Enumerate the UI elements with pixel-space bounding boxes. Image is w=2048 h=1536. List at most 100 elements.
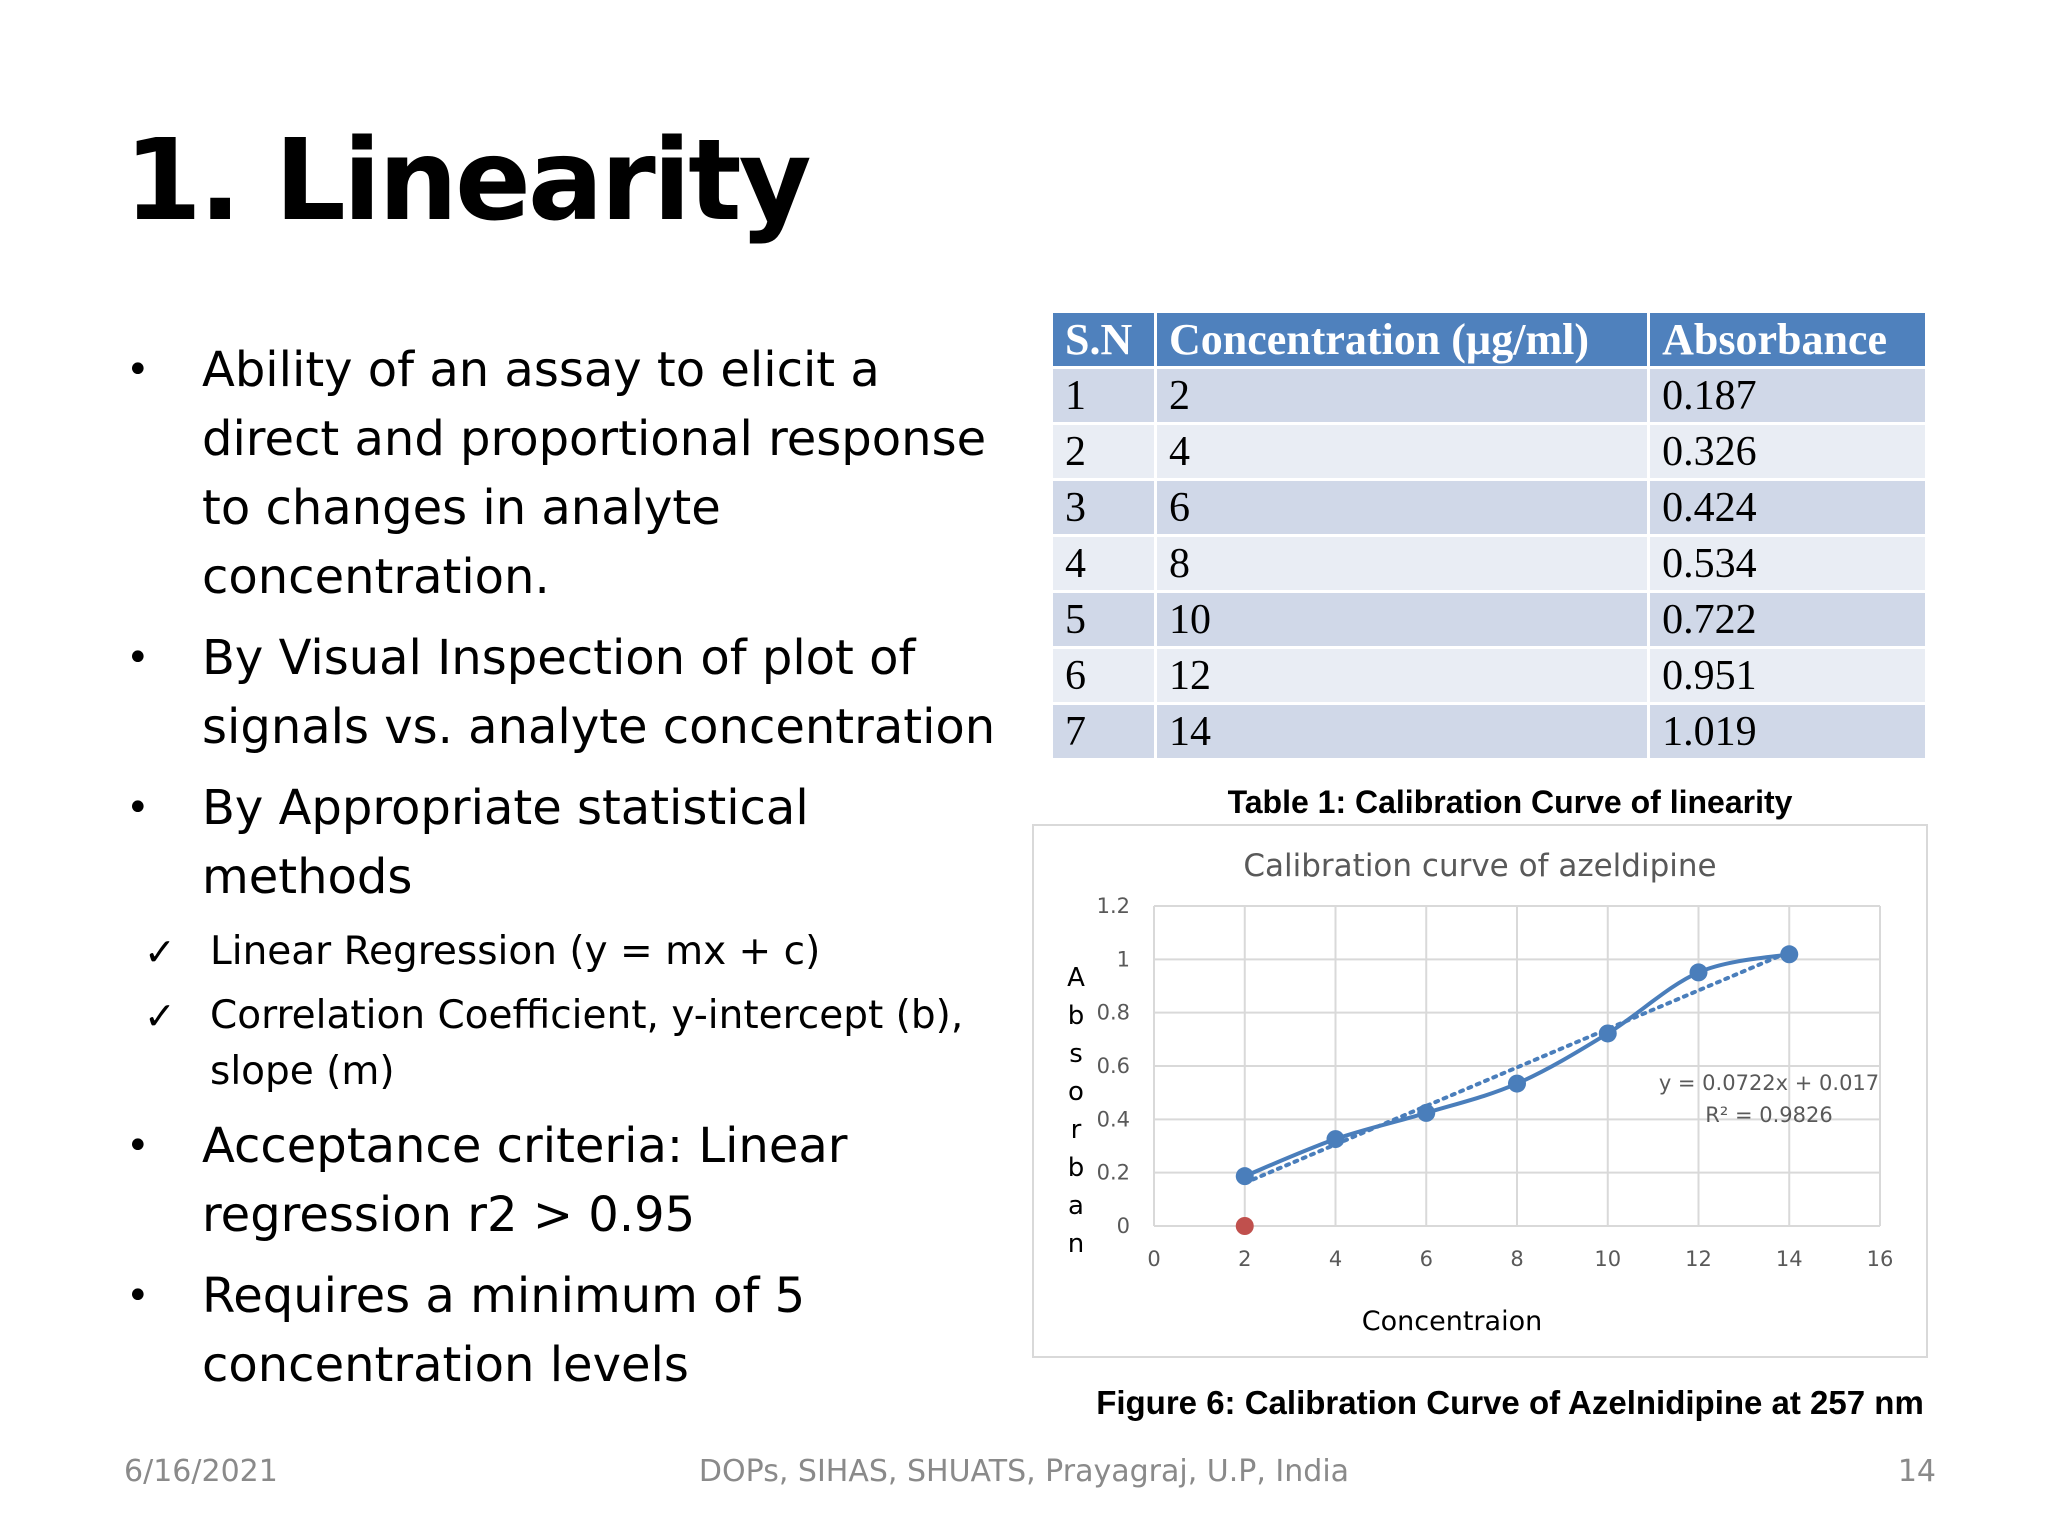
checkmark-icon: ✓	[144, 930, 176, 974]
table-header-row: S.N Concentration (µg/ml) Absorbance	[1050, 310, 1928, 369]
cell-concentration: 4	[1153, 422, 1651, 481]
cell-sn: 3	[1050, 478, 1157, 537]
bullet-text: By Appropriate statistical methods	[202, 780, 809, 905]
chart-title: Calibration curve of azeldipine	[1243, 848, 1716, 884]
x-tick-label: 4	[1329, 1247, 1342, 1271]
cell-sn: 5	[1050, 590, 1157, 649]
y-label-letter: A	[1067, 963, 1085, 993]
column-header-sn: S.N	[1050, 310, 1157, 369]
y-tick-label: 0.8	[1097, 1001, 1130, 1025]
cell-absorbance: 0.187	[1647, 366, 1928, 425]
cell-sn: 7	[1050, 702, 1157, 761]
x-tick-label: 6	[1420, 1247, 1433, 1271]
y-tick-label: 0.2	[1097, 1161, 1130, 1185]
y-tick-label: 0.4	[1097, 1107, 1130, 1131]
sub-bullet-list: ✓ Linear Regression (y = mx + c) ✓ Correlat…	[120, 924, 1000, 1100]
cell-absorbance: 0.424	[1647, 478, 1928, 537]
x-tick-label: 12	[1685, 1247, 1712, 1271]
sub-bullet-text: Correlation Coefficient, y-intercept (b)…	[210, 993, 964, 1094]
slide-title: 1. Linearity	[124, 116, 812, 246]
table-row: 2 4 0.326	[1050, 422, 1928, 481]
data-point	[1689, 963, 1708, 982]
y-label-letter: r	[1071, 1115, 1082, 1145]
cell-absorbance: 0.326	[1647, 422, 1928, 481]
bullet-list: • Ability of an assay to elicit a direct …	[120, 336, 1000, 1412]
y-label-letter: n	[1068, 1229, 1084, 1259]
table-row: 1 2 0.187	[1050, 366, 1928, 425]
cell-absorbance: 0.951	[1647, 646, 1928, 705]
calibration-chart: Calibration curve of azeldipine 0 2 4 6 8 10 1…	[1032, 824, 1928, 1358]
x-tick-label: 14	[1776, 1247, 1803, 1271]
chart-svg: Calibration curve of azeldipine 0 2 4 6 8 10 1…	[1067, 848, 1894, 1337]
y-label-letter: b	[1068, 1153, 1085, 1183]
figure-caption: Figure 6: Calibration Curve of Azelnidip…	[1096, 1384, 1924, 1421]
sub-bullet-item: ✓ Linear Regression (y = mx + c)	[120, 924, 1000, 980]
data-point	[1508, 1074, 1526, 1093]
data-point	[1598, 1024, 1617, 1043]
footer-organization: DOPs, SIHAS, SHUATS, Prayagraj, U.P, Ind…	[698, 1454, 1350, 1489]
cell-concentration: 14	[1153, 702, 1651, 761]
table-row: 7 14 1.019	[1050, 702, 1928, 761]
y-tick-label: 0.6	[1097, 1054, 1130, 1078]
bullet-item: • Acceptance criteria: Linear regression …	[120, 1112, 1000, 1250]
cell-concentration: 6	[1153, 478, 1651, 537]
x-tick-label: 0	[1147, 1247, 1160, 1271]
cell-concentration: 12	[1153, 646, 1651, 705]
y-label-letter: s	[1069, 1039, 1083, 1069]
y-label-letter: a	[1068, 1191, 1084, 1221]
data-point	[1417, 1103, 1436, 1122]
extra-data-point	[1235, 1217, 1254, 1235]
table-caption: Table 1: Calibration Curve of linearity	[1227, 784, 1793, 820]
column-header-absorbance: Absorbance	[1647, 310, 1928, 369]
bullet-text: Ability of an assay to elicit a direct a…	[202, 342, 987, 605]
cell-sn: 1	[1050, 366, 1157, 425]
bullet-text: By Visual Inspection of plot of signals …	[202, 630, 996, 755]
footer-date: 6/16/2021	[124, 1454, 278, 1489]
cell-absorbance: 1.019	[1647, 702, 1928, 761]
bullet-dot-icon: •	[126, 785, 150, 831]
y-label-letter: o	[1068, 1077, 1084, 1107]
bullet-text: Acceptance criteria: Linear regression r…	[202, 1118, 848, 1243]
cell-sn: 4	[1050, 534, 1157, 593]
x-tick-label: 10	[1594, 1247, 1621, 1271]
checkmark-icon: ✓	[144, 994, 176, 1038]
column-header-concentration: Concentration (µg/ml)	[1153, 310, 1651, 369]
y-axis-label: Absorban	[1067, 963, 1085, 1259]
bullet-item: • By Appropriate statistical methods	[120, 774, 1000, 912]
y-tick-label: 1	[1117, 947, 1130, 971]
bullet-item: • By Visual Inspection of plot of signals…	[120, 624, 1000, 762]
data-point	[1780, 945, 1799, 964]
data-point	[1326, 1130, 1345, 1149]
bullet-dot-icon: •	[126, 1123, 150, 1169]
series-layer	[1235, 945, 1799, 1235]
trend-equation: y = 0.0722x + 0.017	[1659, 1071, 1879, 1095]
cell-concentration: 2	[1153, 366, 1651, 425]
sub-bullet-text: Linear Regression (y = mx + c)	[210, 929, 821, 974]
bullet-text: Requires a minimum of 5 concentration le…	[202, 1268, 806, 1393]
y-tick-label: 1.2	[1097, 894, 1130, 918]
cell-sn: 6	[1050, 646, 1157, 705]
data-point	[1235, 1167, 1254, 1186]
x-axis-label: Concentraion	[1362, 1306, 1542, 1337]
footer-page-number: 14	[1897, 1454, 1936, 1489]
table-row: 3 6 0.424	[1050, 478, 1928, 537]
table-row: 4 8 0.534	[1050, 534, 1928, 593]
bullet-dot-icon: •	[126, 347, 150, 393]
cell-absorbance: 0.722	[1647, 590, 1928, 649]
table-row: 6 12 0.951	[1050, 646, 1928, 705]
x-tick-label: 8	[1510, 1247, 1523, 1271]
x-tick-label: 2	[1238, 1247, 1251, 1271]
cell-concentration: 8	[1153, 534, 1651, 593]
cell-sn: 2	[1050, 422, 1157, 481]
chart-axes: 0 2 4 6 8 10 12 14 16 0 0.2 0.4 0.6 0.8 1 1.2	[1097, 894, 1894, 1271]
trend-r-squared: R² = 0.9826	[1705, 1103, 1832, 1127]
bullet-dot-icon: •	[126, 1273, 150, 1319]
bullet-dot-icon: •	[126, 635, 150, 681]
y-tick-label: 0	[1117, 1214, 1130, 1238]
cell-absorbance: 0.534	[1647, 534, 1928, 593]
sub-bullet-item: ✓ Correlation Coefficient, y-intercept (b…	[120, 988, 1000, 1100]
table-row: 5 10 0.722	[1050, 590, 1928, 649]
x-tick-label: 16	[1867, 1247, 1894, 1271]
y-label-letter: b	[1068, 1001, 1085, 1031]
